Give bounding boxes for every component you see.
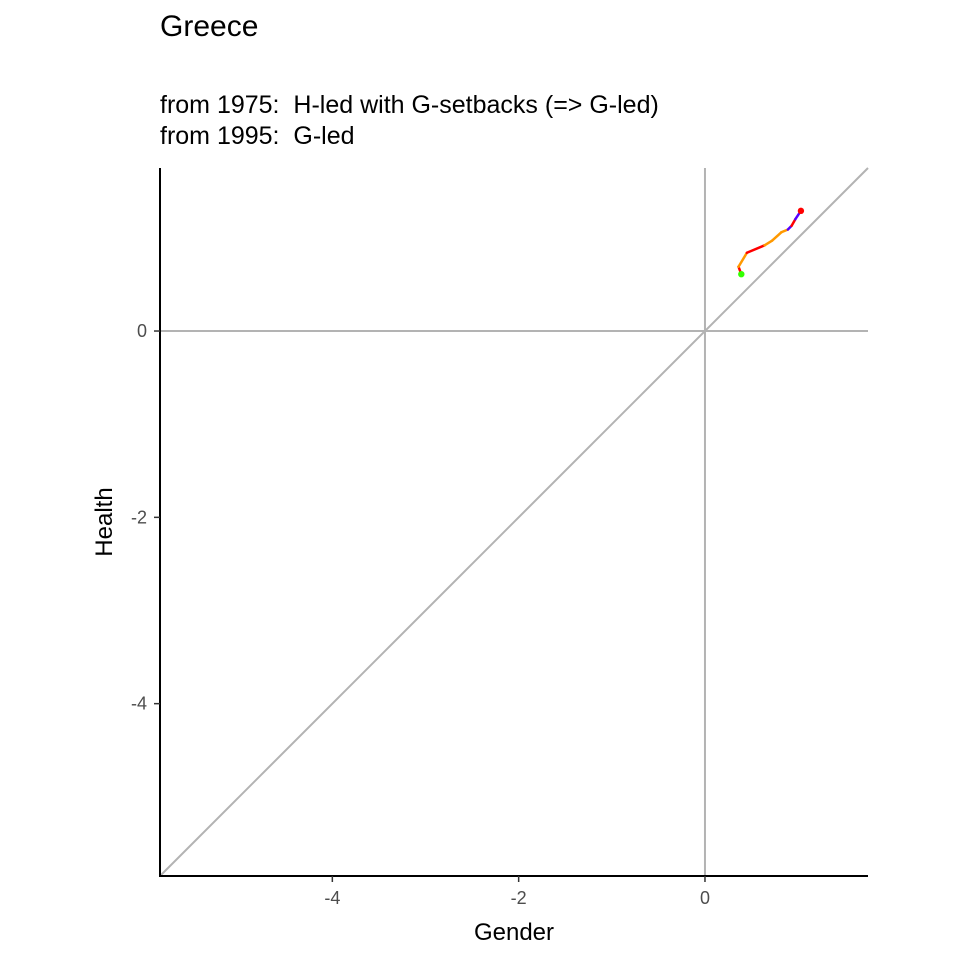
axes — [159, 168, 868, 877]
y-tick-label: -4 — [131, 694, 147, 714]
x-axis-title: Gender — [474, 919, 554, 946]
start-point — [738, 271, 745, 278]
reference-line-diagonal — [159, 167, 869, 877]
end-point — [797, 207, 805, 215]
trajectory-segment — [745, 244, 766, 255]
y-tick-label: -2 — [131, 507, 147, 527]
trajectory-segment — [790, 217, 797, 228]
x-tick-label: 0 — [700, 888, 710, 908]
x-tick-label: -4 — [324, 888, 340, 908]
y-tick-label: 0 — [137, 321, 147, 341]
trajectory-segment — [770, 231, 783, 242]
chart-title: Greece — [160, 10, 259, 43]
chart-subtitle-line-1: from 1975: H-led with G-setbacks (=> G-l… — [160, 91, 659, 119]
x-tick-label: -2 — [511, 888, 527, 908]
trajectory-segment — [737, 251, 749, 268]
chart-subtitle-line-2: from 1995: G-led — [160, 122, 355, 150]
trajectory-series — [737, 207, 805, 278]
reference-lines — [159, 167, 869, 877]
ticks: -4 -2 0 -4 -2 0 — [131, 321, 710, 908]
y-axis-title: Health — [91, 487, 118, 556]
trajectory-segment — [763, 239, 774, 247]
